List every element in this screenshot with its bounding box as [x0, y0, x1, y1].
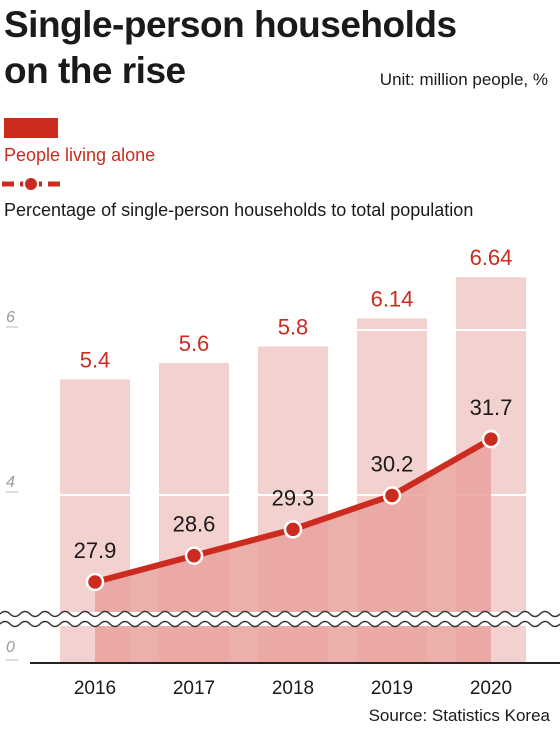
point-2016 [85, 572, 105, 592]
chart-title: Single-person households on the rise [4, 2, 457, 94]
bar-label-2020: 6.64 [470, 245, 513, 270]
point-2019 [382, 486, 402, 505]
title-line-2: on the rise [4, 50, 186, 91]
bar-label-2019: 6.14 [371, 286, 414, 311]
axis-break-gap [0, 612, 560, 626]
title-line-1: Single-person households [4, 4, 457, 45]
x-tick-2018: 2018 [272, 678, 314, 699]
x-tick-2016: 2016 [74, 678, 116, 699]
axis-break-wave-bottom [0, 620, 560, 628]
point-2020 [481, 429, 501, 449]
axis-break-wave-top [0, 610, 560, 618]
x-tick-2017: 2017 [173, 678, 215, 699]
unit-note: Unit: million people, % [379, 70, 548, 89]
pct-label-2018: 29.3 [272, 485, 315, 510]
point-2018 [283, 520, 303, 539]
legend-bar-label: People living alone [4, 145, 156, 165]
pct-label-2020: 31.7 [470, 395, 513, 420]
y-tick-label: 6 [6, 309, 15, 326]
source-note: Source: Statistics Korea [368, 706, 550, 725]
line-area [95, 439, 491, 663]
point-2017 [184, 546, 204, 565]
legend-line-label: Percentage of single-person households t… [4, 200, 474, 220]
y-tick-label: 0 [6, 639, 15, 656]
pct-label-2016: 27.9 [74, 538, 117, 563]
legend-bar-swatch [4, 118, 58, 138]
bar-label-2018: 5.8 [278, 315, 309, 340]
y-tick-label: 4 [6, 474, 15, 491]
bar-label-2016: 5.4 [80, 348, 111, 373]
pct-label-2019: 30.2 [371, 452, 414, 477]
bar-label-2017: 5.6 [179, 331, 210, 356]
x-tick-2020: 2020 [470, 678, 512, 699]
x-tick-2019: 2019 [371, 678, 413, 699]
legend-line-swatch [2, 176, 60, 192]
pct-label-2017: 28.6 [173, 512, 216, 537]
